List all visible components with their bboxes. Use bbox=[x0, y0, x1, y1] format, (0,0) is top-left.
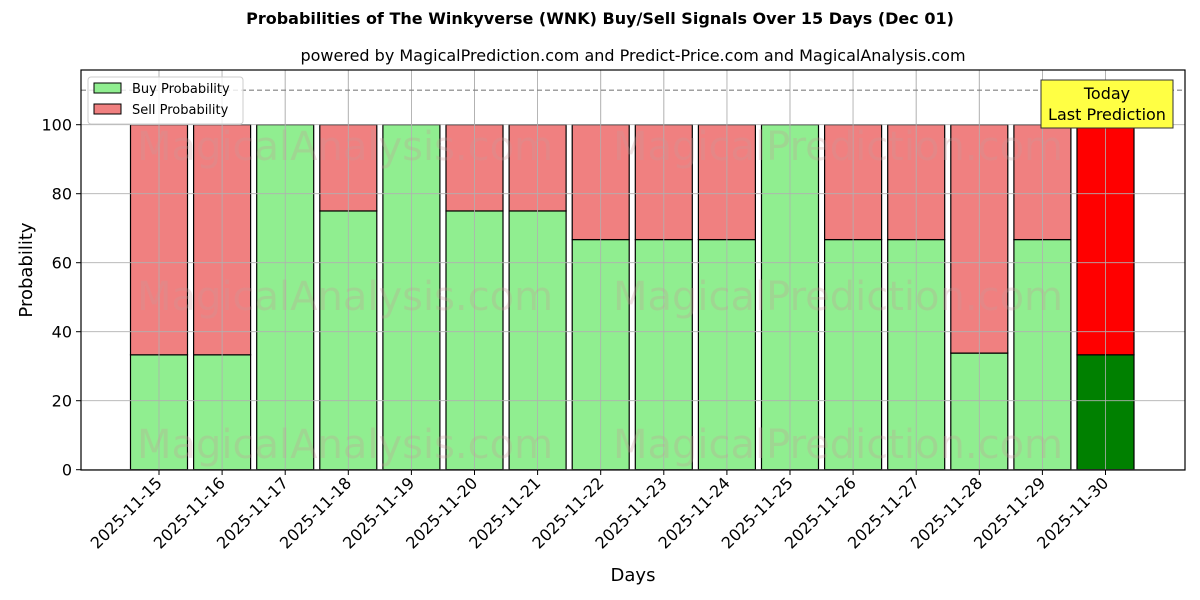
watermarks: MagicalAnalysis.com MagicalPrediction.com… bbox=[137, 124, 1063, 468]
bars bbox=[81, 70, 1185, 471]
annotation-text: Today bbox=[1083, 84, 1130, 103]
x-axis: 2025-11-152025-11-162025-11-172025-11-18… bbox=[87, 470, 1112, 586]
watermark-text: MagicalAnalysis.com bbox=[137, 274, 553, 320]
annotation-text: Last Prediction bbox=[1048, 105, 1166, 124]
y-axis: 0 20 40 60 80 100 Probability bbox=[16, 116, 81, 480]
y-tick-label: 20 bbox=[52, 392, 72, 411]
y-tick-label: 100 bbox=[41, 116, 72, 135]
plot-frame bbox=[80, 69, 1186, 471]
watermark-text: MagicalAnalysis.com bbox=[137, 422, 553, 468]
plot-border bbox=[80, 69, 1186, 471]
legend-label: Buy Probability bbox=[132, 82, 230, 97]
watermark-text: MagicalPrediction.com bbox=[613, 422, 1063, 468]
y-tick-label: 80 bbox=[52, 185, 72, 204]
y-axis-label: Probability bbox=[16, 222, 37, 317]
watermark-text: MagicalPrediction.com bbox=[613, 274, 1063, 320]
watermark-text: MagicalAnalysis.com bbox=[137, 124, 553, 170]
legend-label: Sell Probability bbox=[132, 103, 229, 118]
annotation-box bbox=[1040, 79, 1174, 129]
today-annotation: Today Last Prediction bbox=[1040, 79, 1174, 129]
legend: Buy Probability Sell Probability bbox=[87, 76, 244, 125]
y-tick-label: 0 bbox=[62, 461, 72, 480]
chart-title: Probabilities of The Winkyverse (WNK) Bu… bbox=[246, 9, 954, 28]
legend-swatch bbox=[93, 82, 122, 94]
legend-swatch bbox=[93, 103, 122, 115]
chart-subtitle: powered by MagicalPrediction.com and Pre… bbox=[300, 46, 966, 65]
watermark-text: MagicalPrediction.com bbox=[613, 124, 1063, 170]
legend-box bbox=[87, 76, 244, 125]
y-tick-label: 60 bbox=[52, 254, 72, 273]
x-axis-label: Days bbox=[611, 565, 656, 586]
y-tick-label: 40 bbox=[52, 323, 72, 342]
